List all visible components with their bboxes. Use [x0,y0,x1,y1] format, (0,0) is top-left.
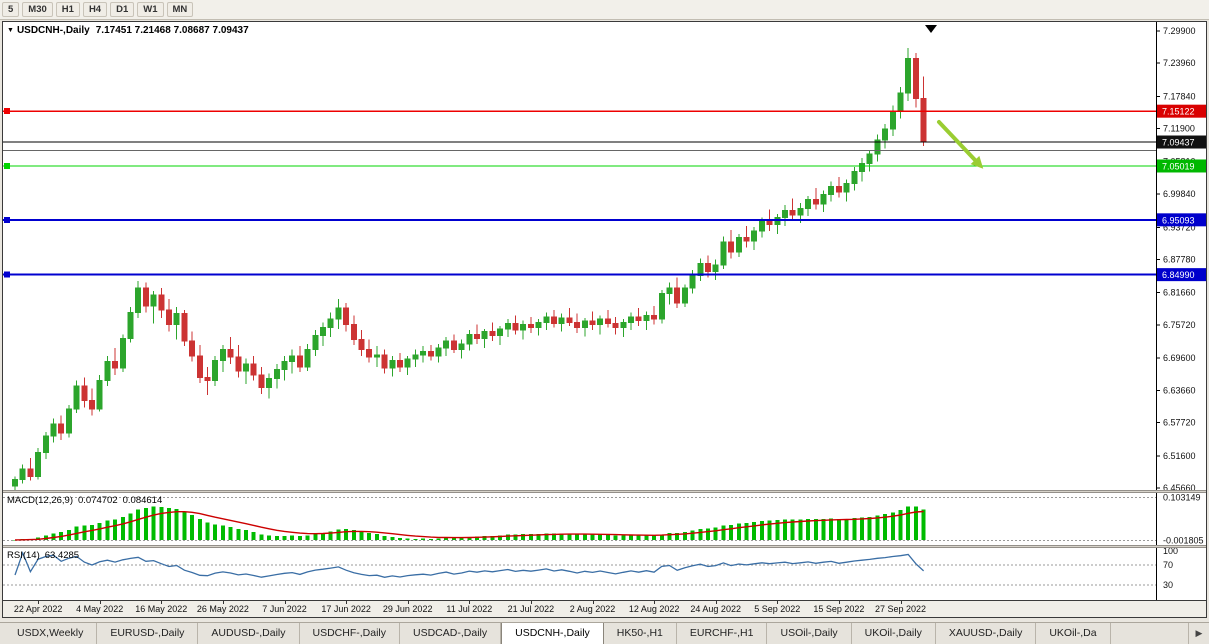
chart-tab-ukoil-da[interactable]: UKOil-,Da [1036,623,1111,644]
date-tick [222,601,224,604]
date-label: 29 Jun 2022 [382,604,433,614]
svg-text:30: 30 [1163,580,1173,590]
date-label: 22 Apr 2022 [13,604,63,614]
date-tick [654,601,656,604]
date-label: 21 Jul 2022 [507,604,555,614]
chart-tab-eurchf-h1[interactable]: EURCHF-,H1 [676,623,768,644]
chart-tab-hk50-h1[interactable]: HK50-,H1 [603,623,677,644]
svg-text:7.05019: 7.05019 [1162,161,1195,171]
pane-separator[interactable] [3,490,1206,493]
chart-tab-eurusd-daily[interactable]: EURUSD-,Daily [97,623,199,644]
date-tick [469,601,471,604]
date-tick [715,601,717,604]
tab-scroll-right-button[interactable]: ▶ [1188,623,1209,644]
date-tick [592,601,594,604]
chart-tab-usdchf-daily[interactable]: USDCHF-,Daily [299,623,401,644]
svg-text:-0.001805: -0.001805 [1163,536,1204,545]
date-label: 17 Jun 2022 [321,604,371,614]
rsi-chart-svg[interactable]: 100 70 30 [3,548,1206,600]
date-tick [284,601,286,604]
svg-text:7.15122: 7.15122 [1162,107,1195,117]
chart-tab-usoil-daily[interactable]: USOil-,Daily [767,623,852,644]
timeframe-button-mn[interactable]: MN [166,2,194,17]
timeframe-button-h1[interactable]: H1 [55,2,80,17]
svg-text:7.09437: 7.09437 [1162,138,1195,148]
svg-text:6.81660: 6.81660 [1163,288,1196,298]
date-axis[interactable]: 22 Apr 2022 4 May 2022 16 May 2022 26 May 2… [3,600,1206,617]
chart-tab-bar: USDX,Weekly EURUSD-,Daily AUDUSD-,Daily USD… [0,622,1209,644]
date-tick [161,601,163,604]
timeframe-button-w1[interactable]: W1 [137,2,164,17]
date-tick [777,601,779,604]
date-tick [407,601,409,604]
date-label: 24 Aug 2022 [690,604,741,614]
date-tick [530,601,532,604]
chart-tab-xauusd-daily[interactable]: XAUUSD-,Daily [935,623,1037,644]
timeframe-button-5[interactable]: 5 [2,2,20,17]
date-tick [346,601,348,604]
svg-text:6.95093: 6.95093 [1162,215,1195,225]
svg-text:6.75720: 6.75720 [1163,320,1196,330]
date-label: 11 Jul 2022 [446,604,493,614]
chart-window[interactable]: 7.299007.239607.178407.119007.058106.998… [2,21,1207,618]
chart-tabs: USDX,Weekly EURUSD-,Daily AUDUSD-,Daily USD… [0,623,1188,644]
svg-text:6.69600: 6.69600 [1163,353,1196,363]
svg-text:6.87780: 6.87780 [1163,254,1196,264]
macd-pane[interactable]: 0.103149 -0.001805 MACD(12,26,9) 0.074702 0… [3,493,1206,545]
timeframe-button-h4[interactable]: H4 [82,2,108,17]
svg-text:6.57720: 6.57720 [1163,418,1196,428]
price-pane[interactable]: 7.299007.239607.178407.119007.058106.998… [3,22,1206,490]
date-tick [900,601,902,604]
svg-text:100: 100 [1163,548,1178,556]
svg-text:6.63660: 6.63660 [1163,385,1196,395]
date-label: 12 Aug 2022 [628,604,680,614]
date-label: 2 Aug 2022 [569,604,616,614]
date-label: 16 May 2022 [135,604,188,614]
chart-tab-usdcnh-daily[interactable]: USDCNH-,Daily [501,623,604,644]
svg-text:7.23960: 7.23960 [1163,58,1196,68]
date-tick [838,601,840,604]
rsi-pane[interactable]: 100 70 30 RSI(14) 63.4285 [3,548,1206,600]
svg-text:6.51600: 6.51600 [1163,451,1196,461]
date-label: 4 May 2022 [76,604,124,614]
date-label: 15 Sep 2022 [813,604,865,614]
macd-chart-svg[interactable]: 0.103149 -0.001805 [3,493,1206,545]
timeframe-button-m30[interactable]: M30 [22,2,53,17]
date-label: 26 May 2022 [196,604,249,614]
svg-text:70: 70 [1163,560,1173,570]
svg-text:6.45660: 6.45660 [1163,483,1196,490]
date-tick [99,601,101,604]
date-label: 7 Jun 2022 [262,604,307,614]
date-tick [38,601,40,604]
svg-text:7.29900: 7.29900 [1163,26,1196,36]
chart-tab-ukoil-daily[interactable]: UKOil-,Daily [851,623,936,644]
date-label: 5 Sep 2022 [754,604,801,614]
svg-text:6.99840: 6.99840 [1163,189,1196,199]
svg-text:7.17840: 7.17840 [1163,91,1196,101]
svg-text:6.93720: 6.93720 [1163,222,1196,232]
timeframe-toolbar: 5 M30 H1 H4 D1 W1 MN [0,0,1209,20]
svg-text:7.11900: 7.11900 [1163,124,1195,134]
price-chart-svg[interactable]: 7.299007.239607.178407.119007.058106.998… [3,22,1206,490]
chart-tab-usdcad-daily[interactable]: USDCAD-,Daily [400,623,502,644]
timeframe-button-d1[interactable]: D1 [110,2,135,17]
date-label: 27 Sep 2022 [874,604,927,614]
pane-separator[interactable] [3,545,1206,548]
chart-tab-audusd-daily[interactable]: AUDUSD-,Daily [198,623,300,644]
chart-tab-usdx-weekly[interactable]: USDX,Weekly [4,623,98,644]
svg-text:0.103149: 0.103149 [1163,493,1201,503]
svg-text:6.84990: 6.84990 [1162,270,1195,280]
